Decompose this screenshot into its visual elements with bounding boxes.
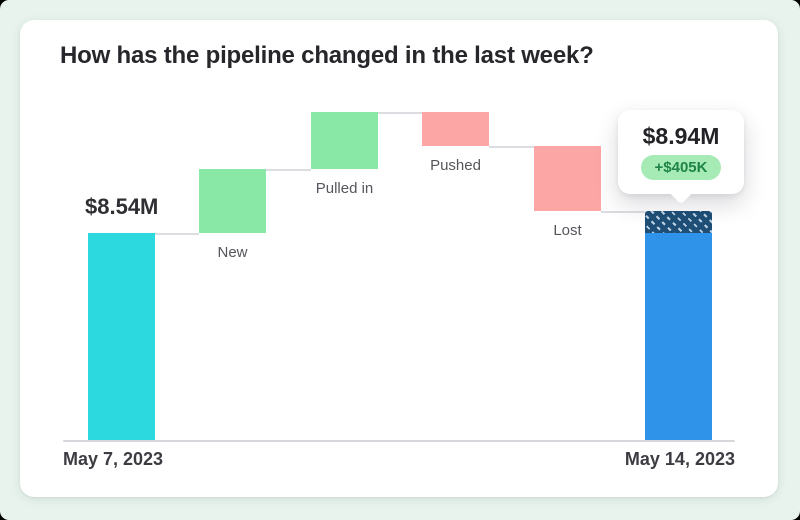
connector-line — [378, 112, 422, 115]
connector-line — [601, 210, 645, 213]
bar-pulled-in[interactable] — [311, 112, 378, 169]
bar-label-new: New — [217, 243, 248, 261]
connector-line — [489, 145, 534, 148]
connector-line — [266, 168, 311, 171]
tooltip-change-badge: +$405K — [640, 154, 722, 180]
bar-label-pulled-in: Pulled in — [315, 179, 374, 197]
bar-label-lost: Lost — [553, 221, 582, 239]
x-axis-label-start: May 7, 2023 — [63, 449, 164, 469]
connector-line — [155, 232, 199, 235]
chart-title: How has the pipeline changed in the last… — [60, 42, 594, 69]
bar-end-cap-hatched[interactable] — [645, 210, 712, 233]
bar-pushed[interactable] — [422, 112, 489, 146]
tooltip-value: $8.94M — [642, 122, 720, 149]
value-tooltip: $8.94M +$405K — [618, 110, 744, 205]
bar-end-total[interactable] — [645, 232, 712, 440]
x-axis-line — [63, 440, 735, 442]
start-value-label: $8.54M — [85, 194, 159, 219]
bar-lost[interactable] — [534, 145, 601, 211]
tooltip-arrow — [669, 181, 693, 205]
bar-start-total[interactable] — [88, 232, 155, 440]
x-axis-label-end: May 14, 2023 — [624, 449, 735, 469]
bar-label-pushed: Pushed — [430, 156, 481, 174]
bar-new[interactable] — [199, 168, 266, 233]
